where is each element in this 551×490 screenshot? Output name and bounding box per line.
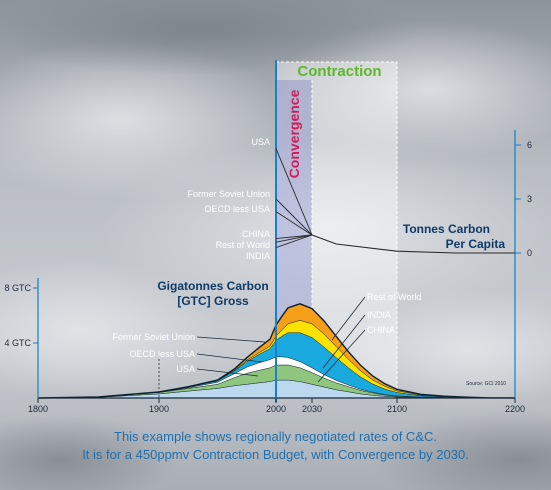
right-leader-2 <box>317 329 366 383</box>
gtc-title-2: [GTC] Gross <box>177 294 249 308</box>
x-tick-label-1800: 1800 <box>28 404 48 414</box>
per-capita-title-1: Tonnes Carbon <box>403 222 490 236</box>
source-label: Source: GCI 2010 <box>466 381 506 387</box>
gtc-tick-label-4: 4 GTC <box>4 338 31 348</box>
x-tick-label-2000: 2000 <box>266 404 286 414</box>
right-leader-1 <box>322 314 366 369</box>
lower-left-label-2: USA <box>176 364 195 374</box>
lower-left-label-1: OECD less USA <box>129 349 195 359</box>
left-label-3: CHINA <box>242 229 270 239</box>
per-capita-line-usa <box>275 148 313 236</box>
right-leader-0 <box>331 296 366 341</box>
per-capita-title-2: Per Capita <box>446 237 506 251</box>
per-capita-line-india <box>275 234 313 249</box>
left-label-5: INDIA <box>246 251 270 261</box>
left-label-1: Former Soviet Union <box>187 189 270 199</box>
right-label-0: Rest of World <box>367 292 421 302</box>
x-tick-label-2100: 2100 <box>387 404 407 414</box>
per-capita-tick-label-3: 3 <box>527 194 532 204</box>
lower-left-label-0: Former Soviet Union <box>112 332 195 342</box>
right-label-1: INDIA <box>367 310 391 320</box>
per-capita-tick-label-6: 6 <box>527 140 532 150</box>
left-label-2: OECD less USA <box>204 204 270 214</box>
lower-left-leader-0 <box>196 336 266 343</box>
lower-left-leader-2 <box>196 368 259 377</box>
convergence-label: Convergence <box>286 89 302 178</box>
x-tick-label-2200: 2200 <box>505 404 525 414</box>
per-capita-line-china <box>275 234 313 240</box>
caption-line-1: This example shows regionally negotiated… <box>114 429 437 444</box>
contraction-label: Contraction <box>297 63 381 80</box>
per-capita-line-former-soviet-union <box>275 198 313 236</box>
x-tick-label-2030: 2030 <box>302 404 322 414</box>
per-capita-line-rest-of-world <box>275 234 313 243</box>
gtc-title-1: Gigatonnes Carbon <box>157 279 268 293</box>
lower-left-leader-1 <box>196 353 263 363</box>
left-label-0: USA <box>251 137 270 147</box>
per-capita-tick-label-0: 0 <box>527 248 532 258</box>
per-capita-line-oecd-less-usa <box>275 211 313 236</box>
gtc-tick-label-8: 8 GTC <box>4 283 31 293</box>
total-emissions-outline <box>37 303 516 399</box>
right-label-2: CHINA <box>367 325 395 335</box>
left-label-4: Rest of World <box>216 240 270 250</box>
per-capita-global-line <box>311 234 515 254</box>
x-tick-label-1900: 1900 <box>149 404 169 414</box>
caption-line-2: It is for a 450ppmv Contraction Budget, … <box>82 447 469 462</box>
